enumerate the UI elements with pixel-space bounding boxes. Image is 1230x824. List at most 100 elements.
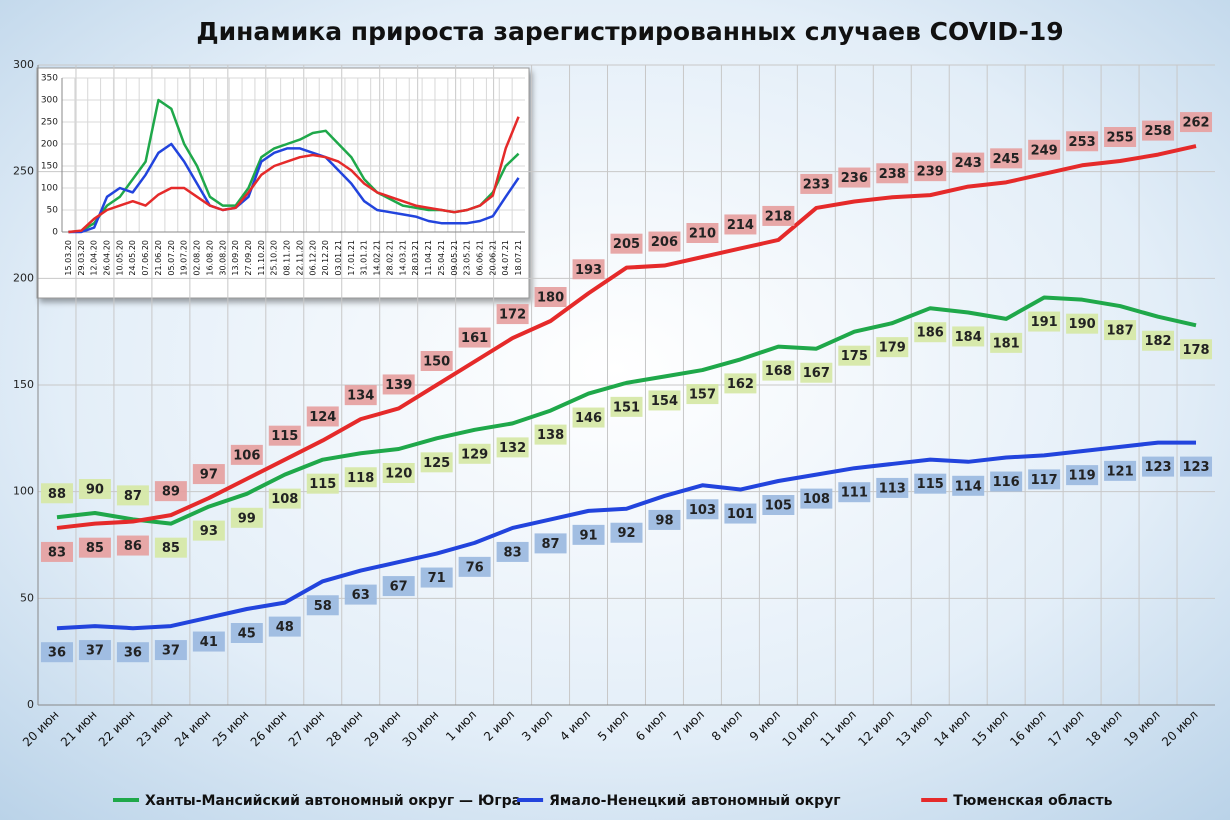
data-label-box [534, 424, 567, 445]
legend-label: Тюменская область [953, 793, 1112, 809]
x-tick-label: 25.10.20 [270, 240, 279, 276]
data-label: 249 [1031, 143, 1058, 158]
data-label-box [1028, 469, 1061, 490]
x-tick-label: 14.02.21 [373, 240, 382, 276]
x-tick-label: 26.04.20 [103, 240, 112, 276]
y-tick-label: 100 [13, 485, 34, 498]
data-label: 206 [651, 235, 678, 250]
data-label-box [610, 396, 643, 417]
data-label-box [686, 499, 719, 520]
data-label: 150 [423, 355, 450, 370]
data-label-box [154, 481, 187, 502]
data-label: 239 [917, 165, 944, 180]
data-label: 168 [765, 364, 792, 379]
x-tick-label: 22.11.20 [295, 240, 304, 276]
data-label-box [154, 537, 187, 558]
x-tick-label: 04.07.21 [501, 240, 510, 276]
data-label: 115 [309, 477, 336, 492]
data-label-box [382, 576, 415, 597]
x-tick-label: 30.08.20 [218, 240, 227, 276]
data-label-box [230, 507, 263, 528]
data-label-box [306, 406, 339, 427]
x-tick-label: 11.04.21 [424, 240, 433, 276]
y-tick-label: 350 [41, 74, 58, 84]
data-label-box [420, 351, 453, 371]
data-label-box [876, 477, 909, 498]
data-label-box [116, 485, 149, 506]
data-label: 85 [86, 541, 104, 556]
data-label: 105 [765, 499, 792, 514]
data-label: 115 [917, 477, 944, 492]
data-label: 71 [428, 571, 446, 586]
data-label: 119 [1069, 469, 1096, 484]
data-label-box [648, 390, 681, 411]
x-tick-label: 21.06.20 [154, 240, 163, 276]
data-label: 236 [841, 171, 868, 186]
data-label-box [40, 642, 73, 663]
data-label-box [116, 535, 149, 556]
x-tick-label: 08.11.20 [283, 240, 292, 276]
data-label-box [154, 640, 187, 661]
data-label-box [762, 360, 795, 381]
data-label: 123 [1144, 460, 1171, 475]
y-tick-label: 150 [13, 378, 34, 391]
series-line [68, 142, 520, 234]
data-label: 205 [613, 237, 640, 252]
x-tick-label: 06.12.20 [308, 240, 317, 276]
data-label: 106 [233, 448, 260, 463]
y-tick-label: 0 [52, 228, 58, 238]
data-label-box [1066, 465, 1099, 486]
data-label-box [306, 473, 339, 494]
data-label-box [40, 541, 73, 562]
data-label-box [686, 384, 719, 405]
data-label: 233 [803, 177, 830, 192]
data-label: 108 [271, 492, 298, 507]
data-label: 87 [124, 489, 142, 504]
data-label-box [458, 443, 491, 464]
data-label-box [78, 537, 111, 558]
data-label: 123 [1182, 460, 1209, 475]
data-label: 89 [162, 485, 180, 500]
data-label: 180 [537, 291, 564, 306]
data-label: 146 [575, 411, 602, 426]
data-label: 186 [917, 326, 944, 341]
x-tick-label: 07.06.20 [141, 240, 150, 276]
data-label: 139 [385, 378, 412, 393]
data-label: 124 [309, 410, 336, 425]
x-tick-label: 11.10.20 [257, 240, 266, 276]
data-label-box [838, 482, 871, 503]
data-label-box [572, 407, 605, 428]
data-label: 91 [579, 528, 597, 543]
data-label: 115 [271, 429, 298, 444]
data-label-box [1142, 456, 1175, 477]
data-label-box [1028, 311, 1061, 332]
data-label: 175 [841, 349, 868, 364]
data-label-box [914, 161, 947, 182]
data-label-box [306, 595, 339, 616]
data-label: 179 [879, 341, 906, 356]
chart-title: Динамика прироста зарегистрированных слу… [196, 17, 1063, 46]
data-label: 93 [200, 524, 218, 539]
data-label-box [648, 231, 681, 252]
data-label-box [344, 467, 377, 488]
data-label: 167 [803, 366, 830, 381]
y-tick-label: 100 [41, 184, 58, 194]
series-line [68, 116, 520, 234]
data-label: 121 [1107, 464, 1134, 479]
series-line [56, 440, 1197, 631]
data-label: 182 [1144, 334, 1171, 349]
series-line [56, 295, 1197, 526]
data-label: 99 [238, 511, 256, 526]
data-label: 36 [48, 646, 66, 661]
x-tick-label: 31.01.21 [360, 240, 369, 276]
x-tick-label: 17.01.21 [347, 240, 356, 276]
data-label: 129 [461, 447, 488, 462]
x-tick-label: 24.05.20 [128, 240, 137, 276]
data-label-box [116, 642, 149, 663]
data-label-box [78, 640, 111, 661]
data-label: 83 [504, 545, 522, 560]
data-label-box [458, 556, 491, 577]
data-label: 253 [1069, 135, 1096, 150]
data-label: 258 [1144, 124, 1171, 139]
data-label-box [1066, 131, 1099, 152]
